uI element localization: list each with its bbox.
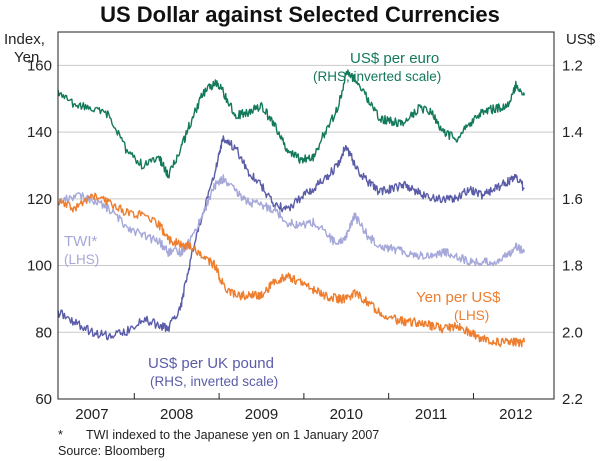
series-line-eur — [57, 69, 525, 179]
label-gbp-sub: (RHS, inverted scale) — [150, 374, 278, 389]
label-eur-name: US$ per euro — [350, 50, 439, 67]
label-jpy-sub: (LHS) — [454, 308, 489, 323]
series-layer — [57, 69, 525, 348]
label-gbp-name: US$ per UK pound — [148, 355, 274, 372]
label-jpy-name: Yen per US$ — [416, 289, 501, 306]
x-tick-label: 2011 — [415, 406, 447, 423]
left-axis-ticks: 60 80 100 120 140 160 — [27, 57, 52, 408]
x-tick-label: 2008 — [160, 406, 193, 423]
footnote-source: Source: Bloomberg — [58, 444, 165, 458]
right-tick-label: 1.4 — [562, 124, 583, 141]
x-tick-label: 2009 — [245, 406, 278, 423]
x-axis-ticks: 2007 2008 2009 2010 2011 2012 — [75, 406, 532, 423]
right-axis-label: US$ — [566, 31, 596, 48]
right-tick-label: 1.8 — [562, 258, 583, 275]
left-tick-label: 120 — [27, 191, 52, 208]
right-tick-label: 1.2 — [562, 57, 583, 74]
label-twi-sub: (LHS) — [64, 252, 99, 267]
right-tick-label: 2.0 — [562, 324, 583, 341]
label-twi-name: TWI* — [64, 233, 97, 250]
left-tick-label: 140 — [27, 124, 52, 141]
left-tick-label: 160 — [27, 57, 52, 74]
left-axis-label-line2: Yen — [14, 49, 39, 66]
right-tick-label: 2.2 — [562, 391, 583, 408]
right-tick-label: 1.6 — [562, 191, 583, 208]
plot-frame — [57, 31, 555, 400]
year-dividers — [133, 393, 474, 399]
chart-title: US Dollar against Selected Currencies — [100, 2, 500, 27]
left-tick-label: 100 — [27, 258, 52, 275]
x-tick-label: 2010 — [330, 406, 363, 423]
left-axis-label-line1: Index, — [4, 31, 45, 48]
footnote-text: TWI indexed to the Japanese yen on 1 Jan… — [86, 428, 379, 442]
series-line-twi — [57, 174, 525, 267]
series-line-jpy — [57, 192, 525, 348]
x-tick-label: 2007 — [75, 406, 108, 423]
left-tick-label: 80 — [35, 324, 52, 341]
x-tick-label: 2012 — [499, 406, 532, 423]
series-line-gbp — [57, 135, 525, 341]
label-eur-sub: (RHS, inverted scale) — [313, 69, 441, 84]
left-tick-label: 60 — [35, 391, 52, 408]
right-axis-ticks: 1.2 1.4 1.6 1.8 2.0 2.2 — [562, 57, 583, 408]
footnote-marker: * — [58, 428, 63, 442]
